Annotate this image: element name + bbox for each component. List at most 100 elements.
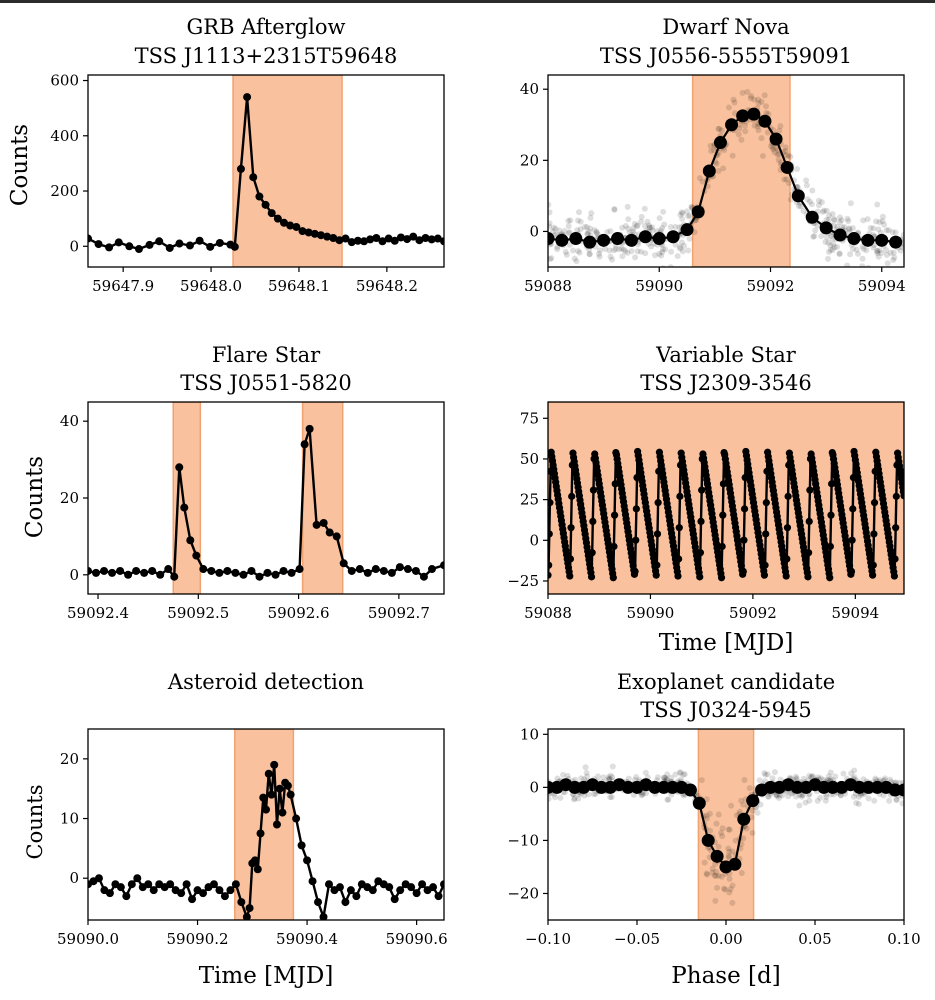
raw-point — [565, 230, 572, 237]
raw-point — [809, 773, 816, 780]
raw-point — [593, 228, 600, 235]
data-point — [177, 889, 186, 898]
data-point — [610, 542, 618, 551]
x-tick-label: 59094 — [831, 604, 879, 622]
data-point — [869, 571, 877, 579]
raw-point — [746, 785, 753, 792]
raw-point — [718, 127, 725, 134]
raw-point — [576, 209, 583, 216]
data-point — [653, 561, 661, 569]
raw-point — [571, 796, 578, 803]
data-point — [861, 233, 875, 247]
data-point — [236, 164, 245, 173]
data-point — [804, 573, 812, 581]
raw-point — [661, 774, 668, 781]
raw-point — [641, 205, 648, 212]
data-point — [247, 566, 256, 575]
raw-point — [718, 873, 725, 880]
raw-point — [795, 203, 802, 210]
data-point — [94, 874, 103, 883]
raw-point — [683, 208, 690, 215]
raw-point — [699, 178, 706, 185]
series-markers — [548, 778, 904, 874]
raw-point — [556, 227, 563, 234]
raw-point — [781, 176, 788, 183]
raw-point — [761, 92, 768, 99]
data-point — [548, 571, 552, 579]
series-markers — [548, 107, 903, 249]
raw-point — [806, 772, 813, 779]
data-point — [94, 240, 103, 249]
data-point — [270, 760, 279, 769]
raw-point — [751, 96, 758, 103]
x-tick-label: 59092.4 — [67, 604, 129, 622]
raw-point — [638, 213, 645, 220]
data-point — [88, 234, 92, 243]
raw-point — [720, 885, 727, 892]
raw-point — [633, 774, 640, 781]
panel-subtitle: TSS J0556-5555T59091 — [600, 44, 852, 68]
x-tick-label: 59090 — [635, 277, 683, 295]
raw-point — [595, 250, 602, 257]
raw-point — [818, 199, 825, 206]
raw-point — [761, 769, 768, 776]
x-tick-label: 59090 — [627, 604, 675, 622]
panel-subtitle: TSS J0551-5820 — [180, 371, 352, 395]
raw-point — [630, 228, 637, 235]
raw-point — [812, 227, 819, 234]
raw-point — [564, 772, 571, 779]
x-tick-label: 59092.5 — [167, 604, 229, 622]
data-point — [632, 505, 640, 513]
data-point — [88, 566, 92, 575]
raw-point — [874, 247, 881, 254]
raw-point — [573, 258, 580, 265]
raw-point — [581, 223, 588, 230]
raw-point — [632, 254, 639, 261]
raw-point — [758, 98, 765, 105]
data-point — [272, 820, 281, 829]
data-point — [427, 235, 436, 244]
raw-point — [804, 196, 811, 203]
raw-point — [875, 253, 882, 260]
raw-point — [612, 245, 619, 252]
data-point — [255, 192, 264, 201]
series-line — [88, 427, 444, 578]
raw-point — [597, 247, 604, 254]
data-point — [782, 572, 790, 580]
data-point — [411, 566, 420, 575]
raw-point — [607, 228, 614, 235]
data-point — [696, 573, 704, 581]
data-point — [339, 559, 348, 568]
data-point — [827, 511, 835, 519]
x-tick-label: 0.00 — [709, 930, 742, 948]
raw-point — [879, 218, 886, 225]
data-point — [280, 218, 289, 227]
data-point — [220, 892, 229, 901]
data-point — [760, 571, 769, 579]
raw-point — [836, 251, 843, 258]
data-point — [215, 238, 224, 247]
highlight-band — [234, 729, 295, 920]
data-point — [164, 565, 173, 574]
raw-point — [849, 245, 856, 252]
data-point — [758, 114, 772, 128]
data-point — [697, 517, 705, 526]
data-point — [875, 233, 889, 247]
panel-subtitle: TSS J2309-3546 — [640, 371, 812, 395]
panel-subtitle: TSS J1113+2315T59648 — [135, 44, 398, 68]
raw-point — [661, 221, 668, 228]
raw-point — [890, 257, 897, 264]
raw-point — [837, 792, 844, 799]
data-point — [165, 243, 174, 252]
data-point — [805, 210, 819, 224]
y-tick-label: 50 — [520, 450, 539, 468]
data-point — [403, 565, 412, 574]
data-point — [713, 136, 727, 150]
raw-point — [890, 249, 897, 256]
data-point — [666, 780, 680, 794]
data-point — [897, 783, 904, 797]
raw-point — [743, 825, 750, 832]
data-point — [429, 883, 438, 892]
raw-point — [889, 229, 896, 236]
raw-point — [765, 793, 772, 800]
